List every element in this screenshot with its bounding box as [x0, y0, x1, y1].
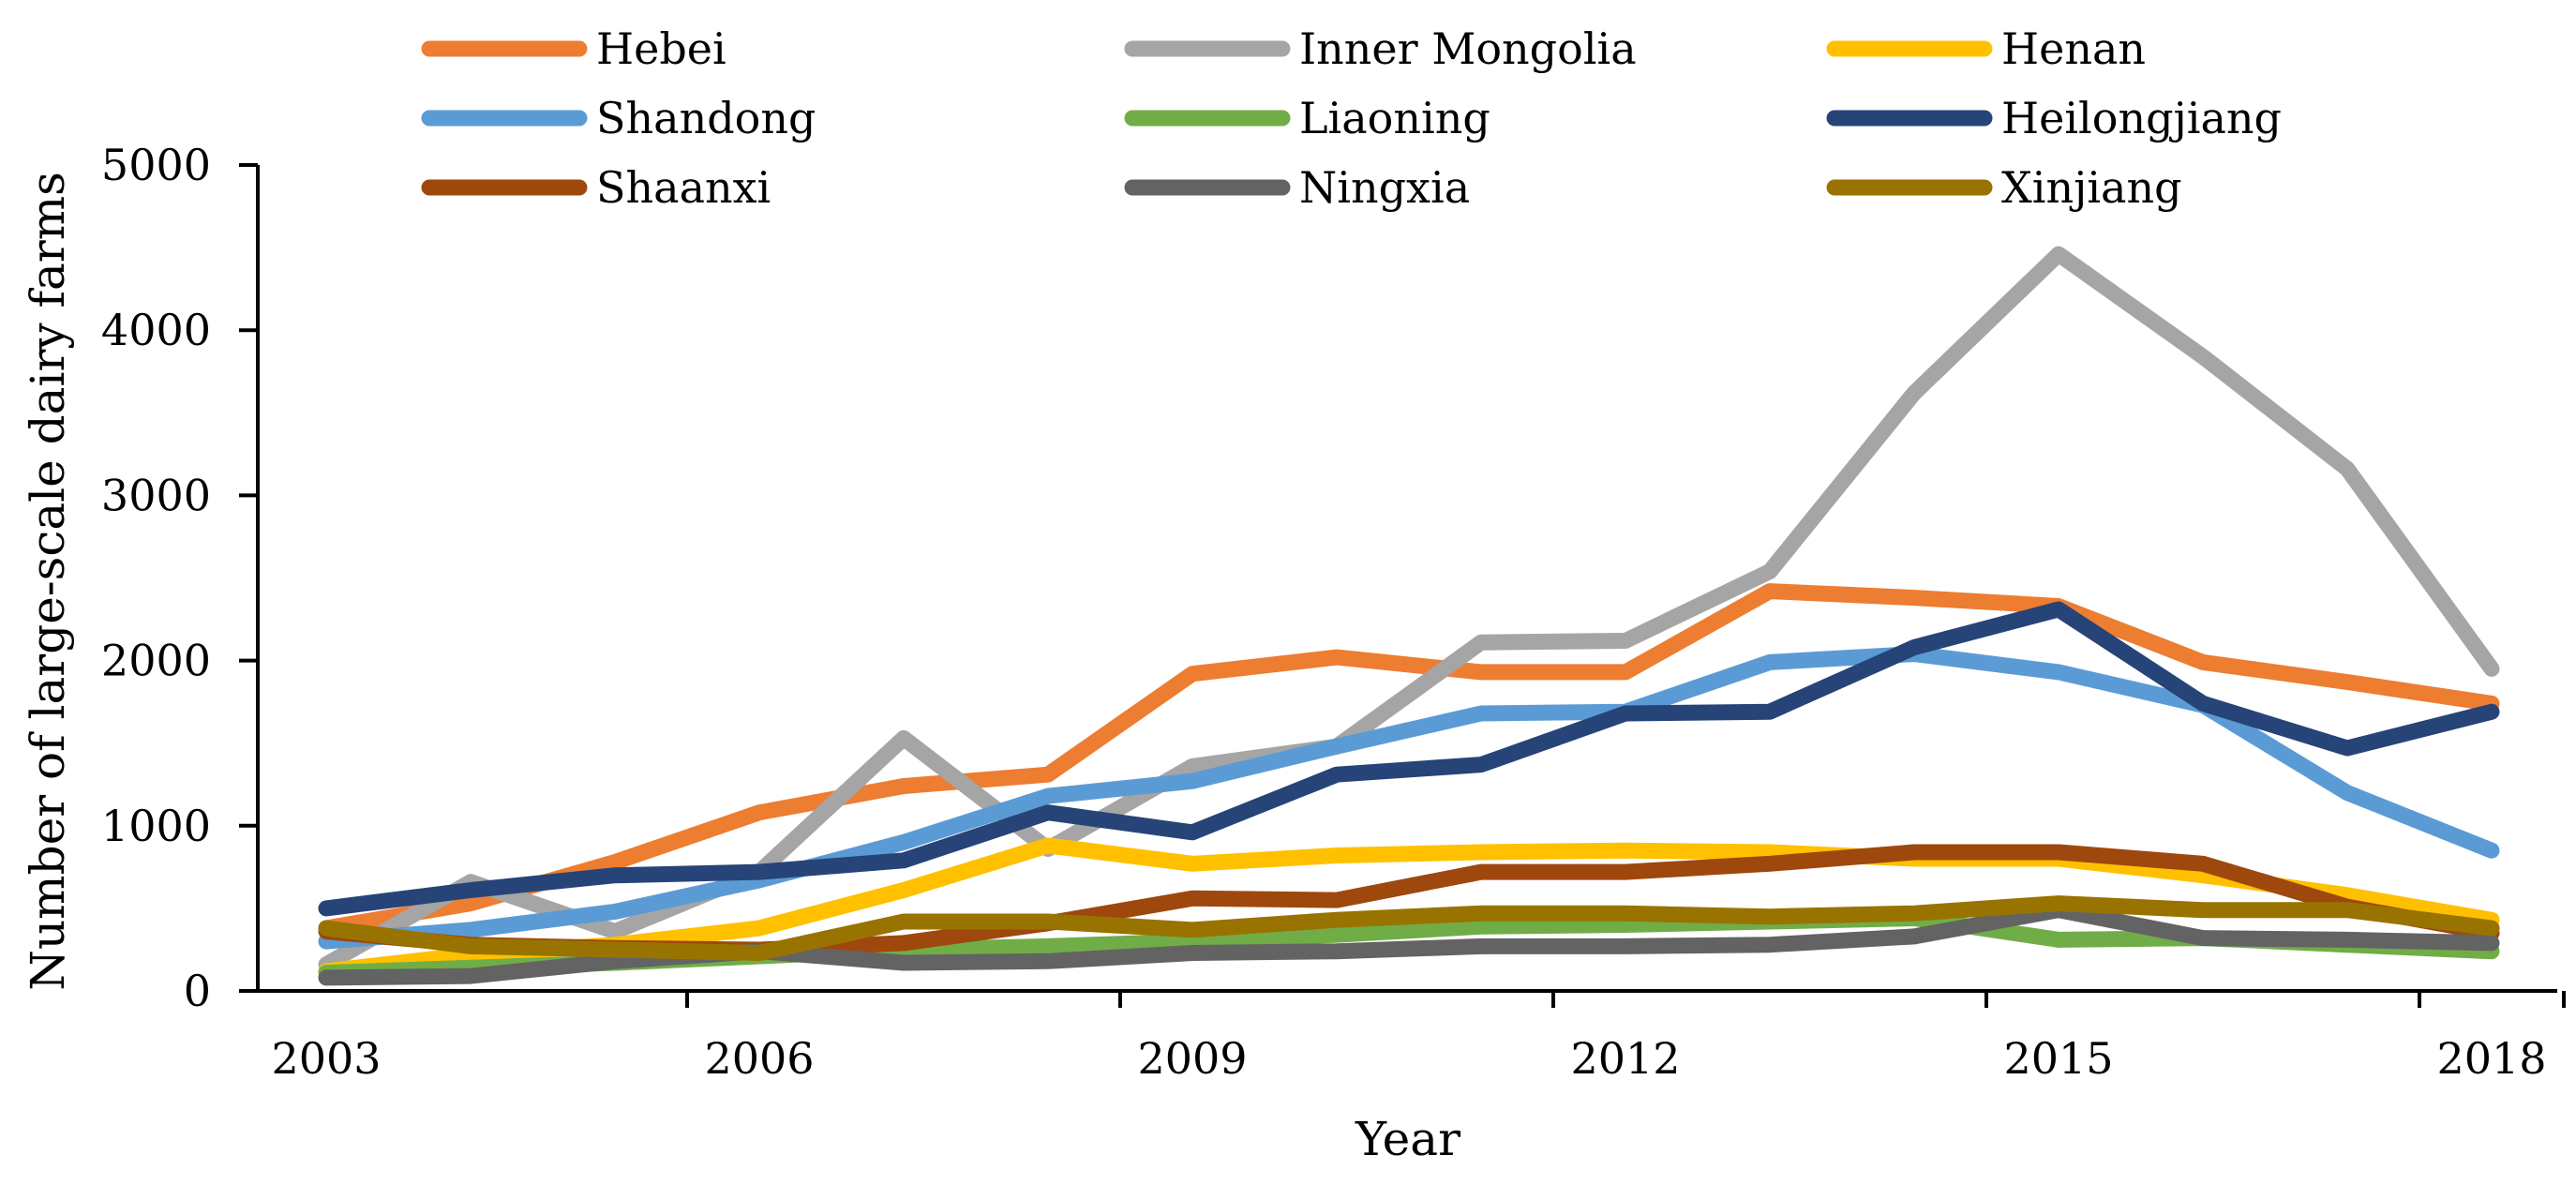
x-tick-label: 2012 [1570, 1033, 1680, 1084]
series-line-xinjiang [318, 895, 2500, 961]
legend-label-ningxia: Ningxia [1299, 162, 1470, 213]
y-tick-label: 1000 [101, 801, 211, 851]
legend-label-shaanxi: Shaanxi [596, 162, 771, 213]
series-line-hebei [318, 583, 2500, 937]
x-tick-label: 2009 [1137, 1033, 1247, 1084]
series-line-heilongjiang [318, 601, 2500, 917]
y-tick-label: 3000 [101, 470, 211, 520]
y-axis-title: Number of large-scale dairy farms [21, 172, 75, 991]
series-line-henan [318, 837, 2500, 980]
x-tick-label: 2018 [2436, 1033, 2546, 1084]
legend-label-xinjiang: Xinjiang [2001, 162, 2182, 213]
y-tick-label: 4000 [101, 305, 211, 355]
x-tick-label: 2003 [271, 1033, 381, 1084]
series-lines [318, 246, 2500, 986]
legend: Hebei Inner Mongolia Henan Shandong Liaoning… [421, 23, 2282, 213]
tick-labels: 0 1000 2000 3000 4000 5000 2003 2006 2009 2012 201… [101, 140, 2547, 1084]
x-tick-label: 2006 [704, 1033, 814, 1084]
tick-marks [239, 163, 2566, 1008]
axes [256, 165, 2557, 993]
y-tick-label: 0 [184, 966, 211, 1016]
legend-label-shandong: Shandong [596, 93, 816, 143]
legend-label-henan: Henan [2001, 23, 2146, 74]
legend-label-liaoning: Liaoning [1299, 93, 1490, 143]
x-tick-label: 2015 [2003, 1033, 2113, 1084]
y-tick-label: 5000 [101, 140, 211, 190]
legend-label-heilongjiang: Heilongjiang [2001, 93, 2282, 143]
x-axis-title: Year [1355, 1112, 1460, 1166]
legend-label-hebei: Hebei [596, 23, 726, 74]
legend-label-inner-mongolia: Inner Mongolia [1299, 23, 1637, 74]
y-tick-label: 2000 [101, 636, 211, 686]
series-line-shandong [318, 646, 2500, 950]
